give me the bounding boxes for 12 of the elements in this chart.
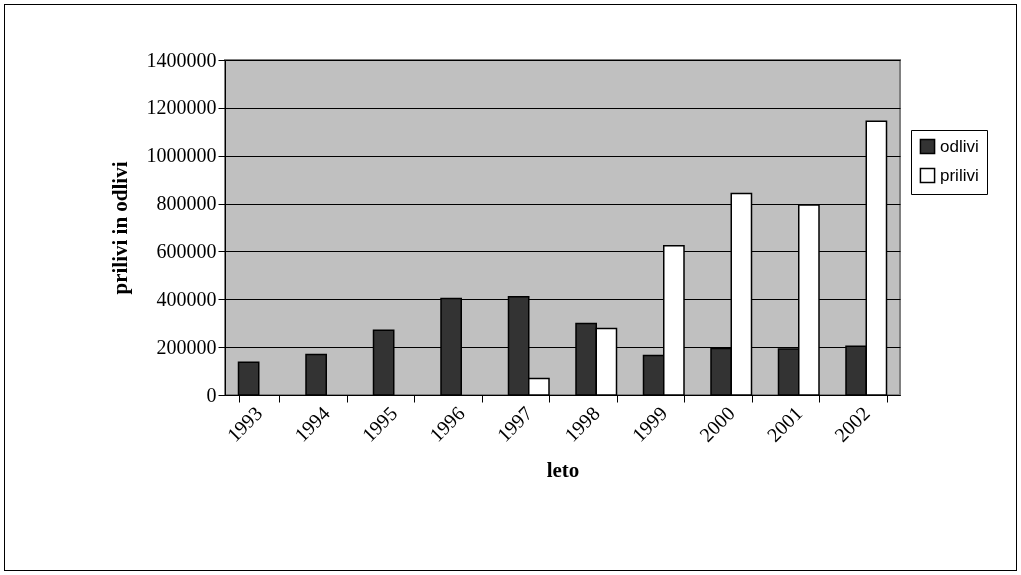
y-tick-label: 400000 <box>156 287 217 310</box>
y-tick-label: 200000 <box>156 335 217 358</box>
y-tick-label: 1200000 <box>146 96 217 119</box>
y-tick-label: 1000000 <box>146 144 217 167</box>
y-tick-label: 600000 <box>156 239 217 262</box>
legend-label: odlivi <box>940 136 979 156</box>
legend-label: prilivi <box>940 165 979 185</box>
x-axis-title: leto <box>546 457 580 482</box>
y-tick-label: 0 <box>206 383 217 406</box>
y-tick-label: 1400000 <box>146 48 217 71</box>
y-axis-title: prilivi in odlivi <box>107 161 132 295</box>
y-tick-label: 800000 <box>156 192 217 215</box>
